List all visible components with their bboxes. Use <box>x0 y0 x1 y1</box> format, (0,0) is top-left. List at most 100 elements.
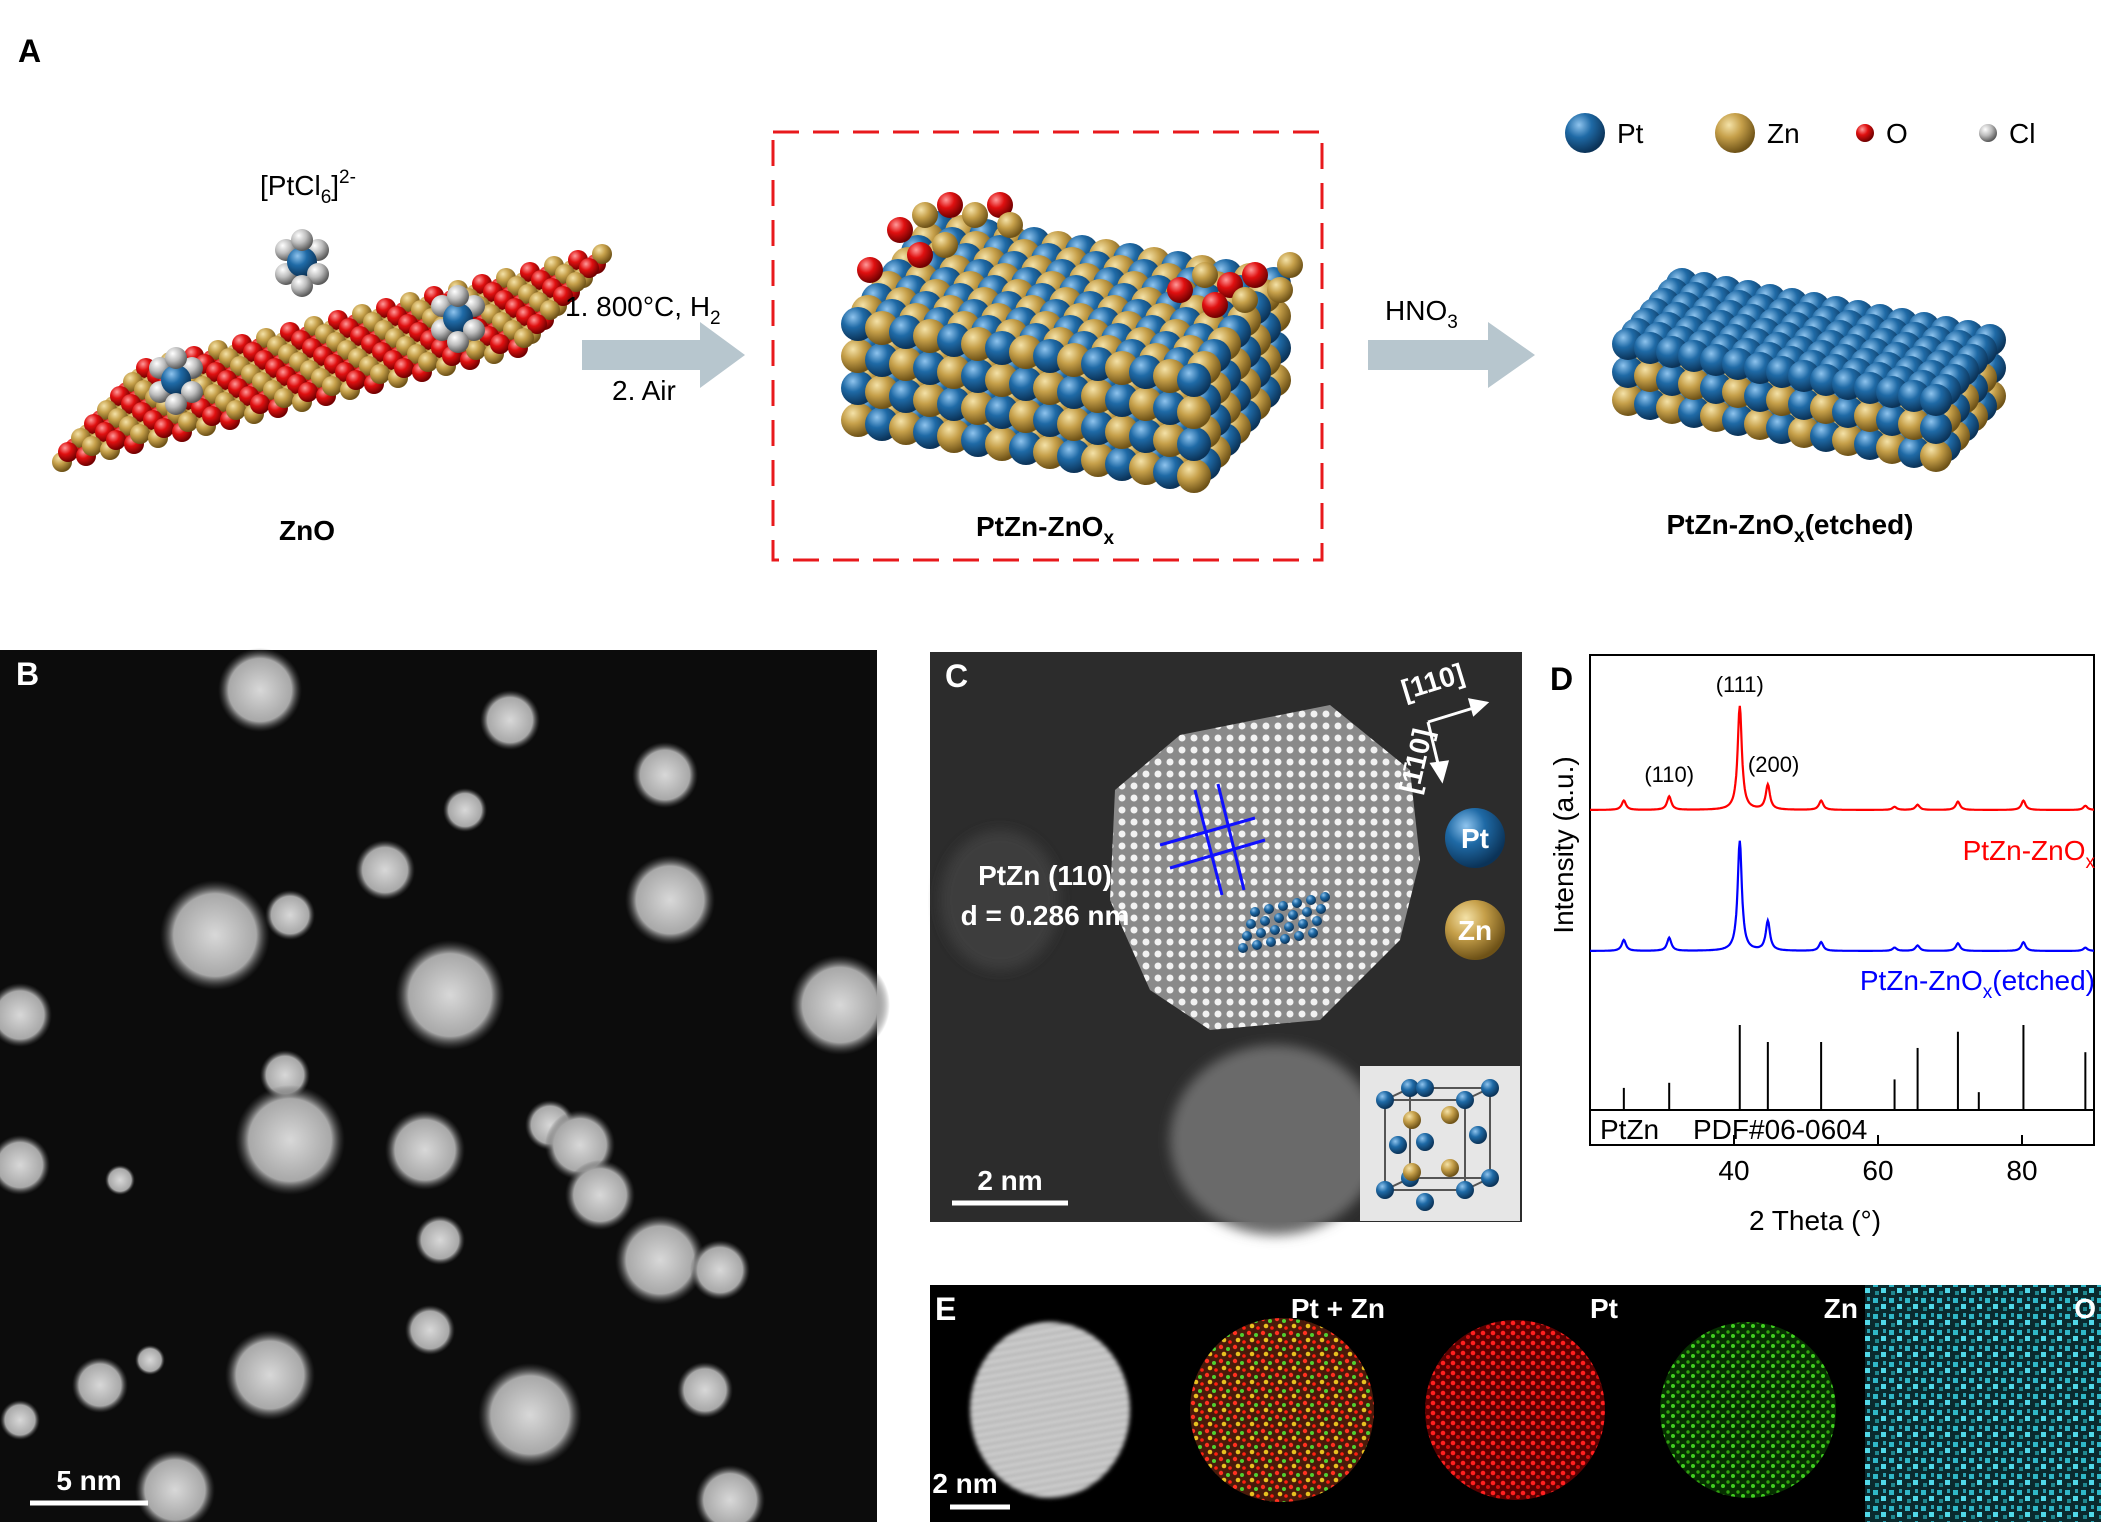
particle <box>632 742 698 808</box>
particle <box>0 1135 50 1195</box>
particle <box>940 830 1060 970</box>
atom <box>394 358 414 378</box>
panel-b: B 5 nm <box>0 648 890 1522</box>
atom <box>1456 1181 1474 1199</box>
atom <box>1294 931 1304 941</box>
panel-label: C <box>945 658 968 694</box>
panel-label: B <box>16 656 39 692</box>
atom <box>1469 1126 1487 1144</box>
atom-label: Pt <box>1461 823 1489 854</box>
particle <box>0 1400 40 1440</box>
atom <box>1280 934 1290 944</box>
atom <box>1312 916 1322 926</box>
particle <box>105 1165 135 1195</box>
atom <box>1177 427 1211 461</box>
direction-arrows <box>1426 698 1490 784</box>
atom <box>1284 922 1294 932</box>
atom <box>579 258 599 278</box>
particle <box>395 940 505 1050</box>
atom <box>1238 943 1248 953</box>
label-sub: x <box>1983 982 1993 1003</box>
atom <box>592 244 612 264</box>
atom <box>566 272 586 292</box>
atom <box>370 364 390 384</box>
eds-map <box>1425 1320 1605 1500</box>
particle <box>1110 705 1420 1030</box>
label-part: PtZn-ZnO <box>976 511 1104 542</box>
atom <box>1416 1079 1434 1097</box>
atom <box>540 300 560 320</box>
particle <box>72 1357 128 1413</box>
atom <box>250 394 270 414</box>
atom <box>165 347 187 369</box>
label-sub: x <box>1103 528 1114 549</box>
particle <box>695 1465 765 1522</box>
atom <box>82 436 102 456</box>
particle <box>677 1362 733 1418</box>
atom <box>1256 928 1266 938</box>
particle <box>355 840 415 900</box>
formula-part: ] <box>331 170 339 201</box>
legend-label: Pt <box>1617 118 1644 149</box>
particle <box>405 1305 455 1355</box>
atom <box>178 412 198 432</box>
atom-overlay <box>1238 892 1330 953</box>
atom <box>1481 1079 1499 1097</box>
atom <box>962 202 988 228</box>
atom <box>1856 124 1874 142</box>
panel-label: E <box>935 1291 956 1327</box>
atom <box>1298 919 1308 929</box>
atom <box>202 406 222 426</box>
atom <box>514 328 534 348</box>
peak-label: (110) <box>1644 762 1694 787</box>
series-label: PtZn-ZnOx <box>1963 835 2096 873</box>
map-label: Zn <box>1824 1293 1858 1324</box>
particle <box>265 890 315 940</box>
atom <box>1403 1111 1421 1129</box>
step-text: HNO3 <box>1385 295 1458 333</box>
label-part: PtZn-ZnO <box>1963 835 2086 866</box>
atom <box>463 319 485 341</box>
label-part: PtZn-ZnO <box>1666 509 1794 540</box>
x-tick-label: 40 <box>1718 1155 1749 1186</box>
atom <box>447 285 469 307</box>
peak-label: (200) <box>1748 752 1799 777</box>
reference-label: PDF#06-0604 <box>1693 1114 1867 1145</box>
atom <box>1278 901 1288 911</box>
peak-label: (111) <box>1716 672 1764 697</box>
atom <box>1376 1181 1394 1199</box>
atom <box>1288 910 1298 920</box>
map-label: Pt <box>1590 1293 1618 1324</box>
step-sub: 3 <box>1447 312 1458 333</box>
atom <box>181 381 203 403</box>
particle <box>1170 1045 1380 1235</box>
particle <box>443 788 487 832</box>
atom <box>1441 1159 1459 1177</box>
atom <box>1481 1169 1499 1187</box>
atom <box>1267 277 1293 303</box>
atom <box>1320 892 1330 902</box>
map-label: Pt + Zn <box>1291 1293 1385 1324</box>
precursor-formula: [PtCl6]2- <box>260 167 356 208</box>
panel-c: C PtZn (110) d = 0.286 nm [110] [1̄10] P… <box>930 652 1522 1235</box>
particle <box>160 880 270 990</box>
label-part: (etched) <box>1992 965 2095 996</box>
atom <box>291 275 313 297</box>
atom <box>857 257 883 283</box>
atom <box>466 340 486 360</box>
particle <box>415 1215 465 1265</box>
lattice-lines <box>1159 783 1266 896</box>
atom <box>1456 1091 1474 1109</box>
eds-map <box>1660 1322 1836 1498</box>
formula-part: [PtCl <box>260 170 321 201</box>
atom <box>1979 124 1997 142</box>
atom <box>1441 1106 1459 1124</box>
atom <box>987 192 1013 218</box>
atom <box>106 430 126 450</box>
atom <box>1920 412 1952 444</box>
unit-cell <box>1376 1079 1499 1211</box>
y-axis-title: Intensity (a.u.) <box>1548 756 1579 933</box>
atom <box>1316 904 1326 914</box>
arrow <box>582 322 745 388</box>
